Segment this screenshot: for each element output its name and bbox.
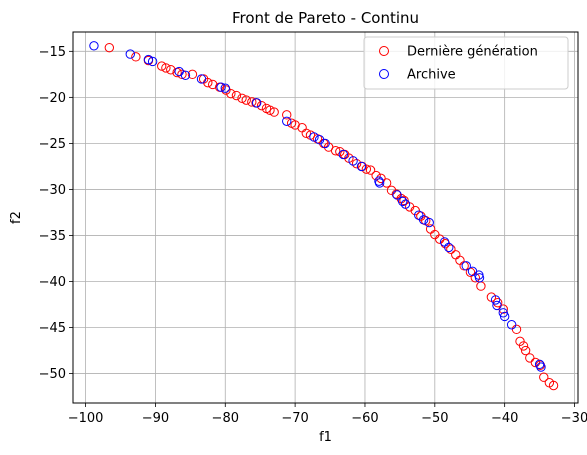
data-point — [351, 158, 362, 169]
x-tick-label: −100 — [68, 411, 104, 426]
data-point — [330, 146, 341, 156]
data-point — [361, 164, 372, 174]
data-point — [104, 42, 115, 53]
data-point — [282, 116, 292, 126]
data-point — [301, 128, 311, 138]
data-point — [392, 190, 402, 200]
x-tick-label: −40 — [491, 411, 518, 426]
y-tick-label: −35 — [39, 229, 66, 244]
data-point — [470, 273, 481, 283]
data-point — [506, 320, 517, 330]
data-point — [376, 173, 386, 184]
data-point — [374, 178, 385, 188]
data-point — [424, 217, 434, 228]
data-point — [125, 49, 135, 59]
legend: Dernière génération Archive — [363, 36, 569, 90]
data-point — [241, 95, 251, 105]
data-point — [435, 234, 445, 244]
x-tick-label: −60 — [351, 411, 378, 426]
data-point — [397, 196, 408, 207]
data-point — [371, 170, 381, 181]
data-point — [282, 110, 292, 120]
data-point — [490, 295, 501, 305]
data-point — [226, 88, 236, 99]
data-point — [444, 242, 454, 253]
legend-entry: Archive — [407, 68, 456, 83]
legend-marker — [379, 46, 389, 56]
data-point — [400, 199, 411, 209]
y-tick-label: −40 — [39, 275, 66, 290]
y-tick-label: −20 — [39, 91, 66, 106]
data-point — [335, 146, 345, 157]
data-point — [418, 215, 429, 225]
data-point — [247, 97, 257, 107]
data-point — [131, 52, 141, 62]
plot-frame — [72, 31, 579, 404]
chart-title: Front de Pareto - Continu — [232, 9, 419, 27]
data-point — [518, 341, 529, 351]
data-point — [157, 61, 167, 71]
y-axis-label: f2 — [9, 211, 24, 224]
x-tick-label: −30 — [561, 411, 587, 426]
data-point — [461, 261, 471, 271]
data-point — [548, 380, 559, 391]
y-tick-label: −45 — [39, 321, 66, 336]
data-point — [309, 132, 319, 142]
x-tick-label: −90 — [142, 411, 169, 426]
x-tick-label: −50 — [421, 411, 448, 426]
data-point — [237, 93, 247, 103]
legend-marker — [379, 69, 389, 79]
data-point — [180, 70, 191, 80]
data-point — [269, 107, 279, 117]
data-point — [196, 74, 207, 84]
data-point — [161, 63, 171, 73]
data-point — [216, 82, 226, 92]
data-point — [525, 353, 535, 363]
data-point — [147, 56, 158, 67]
data-point — [446, 244, 456, 254]
y-axis-ticks: −15 −20 −25 −30 −35 −40 −45 −50 — [39, 45, 73, 382]
data-point — [356, 161, 367, 172]
data-point — [365, 165, 376, 175]
x-axis-ticks: −100 −90 −80 −70 −60 −50 −40 −30 — [68, 403, 587, 426]
x-tick-label: −80 — [212, 411, 239, 426]
data-point — [89, 41, 99, 51]
data-point — [492, 300, 502, 311]
data-point — [474, 273, 485, 283]
legend-entry: Dernière génération — [407, 45, 538, 60]
legend-box — [363, 36, 569, 90]
data-point — [348, 156, 358, 166]
data-point — [536, 362, 546, 372]
data-points — [89, 41, 559, 391]
x-axis-label: f1 — [319, 430, 332, 445]
data-point — [207, 79, 218, 90]
data-point — [520, 345, 531, 356]
y-tick-label: −30 — [39, 183, 66, 198]
y-tick-label: −25 — [39, 137, 66, 152]
data-point — [530, 357, 541, 368]
data-point — [220, 83, 230, 93]
data-point — [251, 98, 262, 108]
data-point — [256, 100, 267, 111]
data-point — [265, 105, 275, 115]
data-point — [338, 149, 349, 160]
data-point — [187, 69, 198, 80]
x-tick-label: −70 — [281, 411, 308, 426]
data-point — [231, 90, 242, 101]
data-point — [320, 138, 330, 149]
data-point — [143, 54, 154, 65]
data-point — [177, 69, 187, 80]
data-point — [539, 372, 549, 382]
data-point — [499, 311, 510, 322]
series-archive — [89, 41, 546, 372]
y-tick-label: −15 — [39, 45, 66, 60]
y-tick-label: −50 — [39, 367, 66, 382]
data-point — [290, 120, 300, 130]
